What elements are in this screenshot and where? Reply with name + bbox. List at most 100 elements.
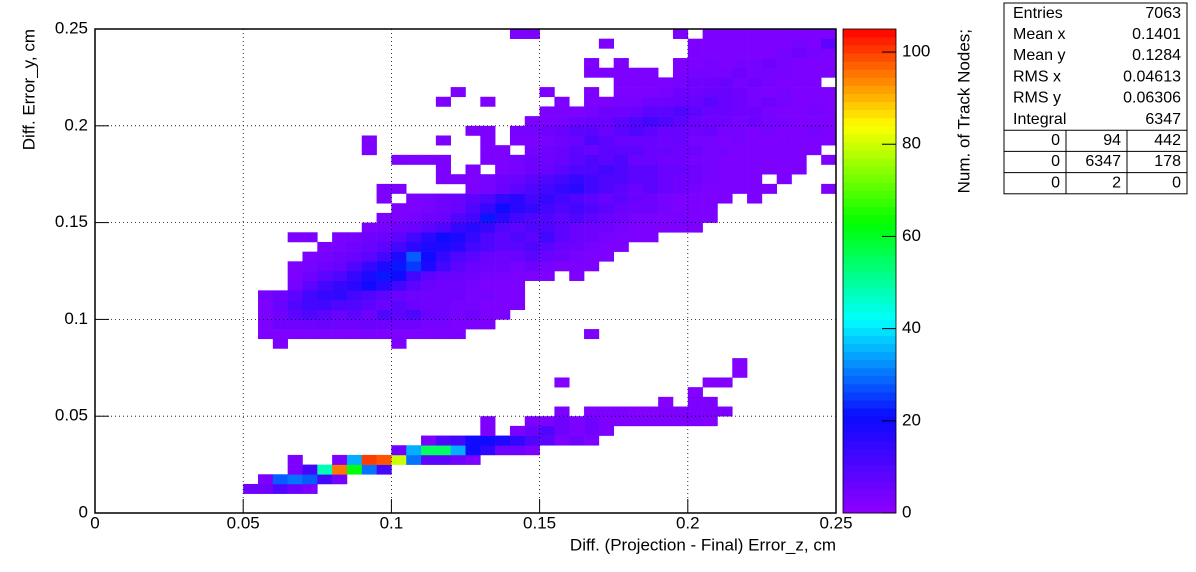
cell: [761, 87, 778, 98]
cell: [569, 212, 585, 223]
cell: [435, 454, 451, 465]
cell: [539, 435, 555, 446]
cell: [584, 183, 600, 194]
cell: [658, 222, 674, 233]
cell: [302, 309, 318, 320]
cell: [598, 416, 614, 427]
cell: [376, 212, 392, 223]
cell: [421, 445, 437, 456]
stats-value: 0.1401: [1132, 26, 1181, 43]
cell: [598, 164, 614, 175]
cell: [598, 232, 614, 243]
cell: [509, 135, 526, 146]
cell: [376, 464, 392, 475]
cell: [391, 222, 407, 233]
cell: [554, 232, 570, 243]
cell: [791, 77, 807, 88]
cell: [732, 58, 748, 69]
cell: [584, 106, 600, 117]
cell: [287, 271, 303, 281]
cell: [628, 106, 644, 117]
plot-frame: [94, 28, 837, 514]
cell: [628, 212, 644, 223]
cell: [332, 232, 348, 243]
cell: [435, 174, 451, 185]
cell: [539, 193, 555, 204]
cell: [258, 329, 274, 340]
cell: [376, 309, 392, 320]
cell: [643, 183, 659, 194]
cell: [495, 251, 511, 262]
cell: [613, 67, 629, 78]
cell: [658, 125, 674, 136]
cell: [495, 222, 511, 233]
cell: [287, 290, 303, 301]
cell: [450, 174, 466, 185]
palette-step: [843, 311, 896, 320]
cell: [421, 232, 437, 243]
cell: [539, 125, 555, 136]
cell: [539, 222, 555, 233]
palette-step: [843, 230, 896, 240]
cell: [495, 164, 511, 175]
z-tick-label: 60: [902, 226, 921, 245]
cell: [761, 154, 778, 165]
cell: [776, 125, 792, 136]
cell: [539, 145, 555, 156]
cell: [584, 222, 600, 233]
cell: [346, 319, 363, 330]
cell: [376, 222, 392, 233]
palette-step: [843, 488, 896, 498]
cell: [554, 406, 570, 417]
cell: [821, 87, 837, 98]
cell: [524, 232, 540, 243]
cell: [598, 116, 614, 127]
cell: [509, 300, 526, 311]
cell: [435, 154, 451, 165]
cell: [732, 164, 748, 175]
cell: [687, 135, 703, 146]
cell: [761, 96, 778, 107]
cell: [361, 261, 377, 272]
cell: [643, 106, 659, 117]
cell: [569, 125, 585, 136]
cell: [687, 164, 703, 175]
stats-label: Integral: [1013, 111, 1066, 128]
stats-value: 7063: [1145, 5, 1181, 22]
palette-step: [843, 367, 896, 377]
cell: [584, 145, 600, 156]
cell: [702, 154, 718, 165]
cell: [598, 154, 614, 165]
cell: [776, 29, 792, 39]
cell: [524, 445, 540, 456]
cell: [524, 212, 540, 223]
cell: [554, 135, 570, 146]
cell: [821, 125, 837, 136]
cell: [732, 367, 748, 378]
stats-cell: 442: [1154, 132, 1181, 149]
cell: [717, 164, 733, 175]
palette-step: [843, 408, 896, 417]
cell: [569, 106, 585, 117]
cell: [761, 77, 778, 88]
cell: [480, 261, 496, 272]
z-tick-label: 20: [902, 410, 921, 429]
stats-cell: 0: [1172, 174, 1181, 191]
cell: [747, 38, 763, 49]
cell: [302, 280, 318, 291]
cell: [391, 251, 407, 262]
cell: [480, 271, 496, 281]
cell: [598, 406, 614, 417]
palette-step: [843, 29, 896, 38]
cell: [421, 222, 437, 233]
cell: [554, 125, 570, 136]
cell: [524, 164, 540, 175]
cell: [391, 309, 407, 320]
cell: [672, 154, 689, 165]
cell: [539, 212, 555, 223]
cell: [361, 300, 377, 311]
cell: [702, 38, 718, 49]
cell: [598, 183, 614, 194]
cell: [747, 135, 763, 146]
